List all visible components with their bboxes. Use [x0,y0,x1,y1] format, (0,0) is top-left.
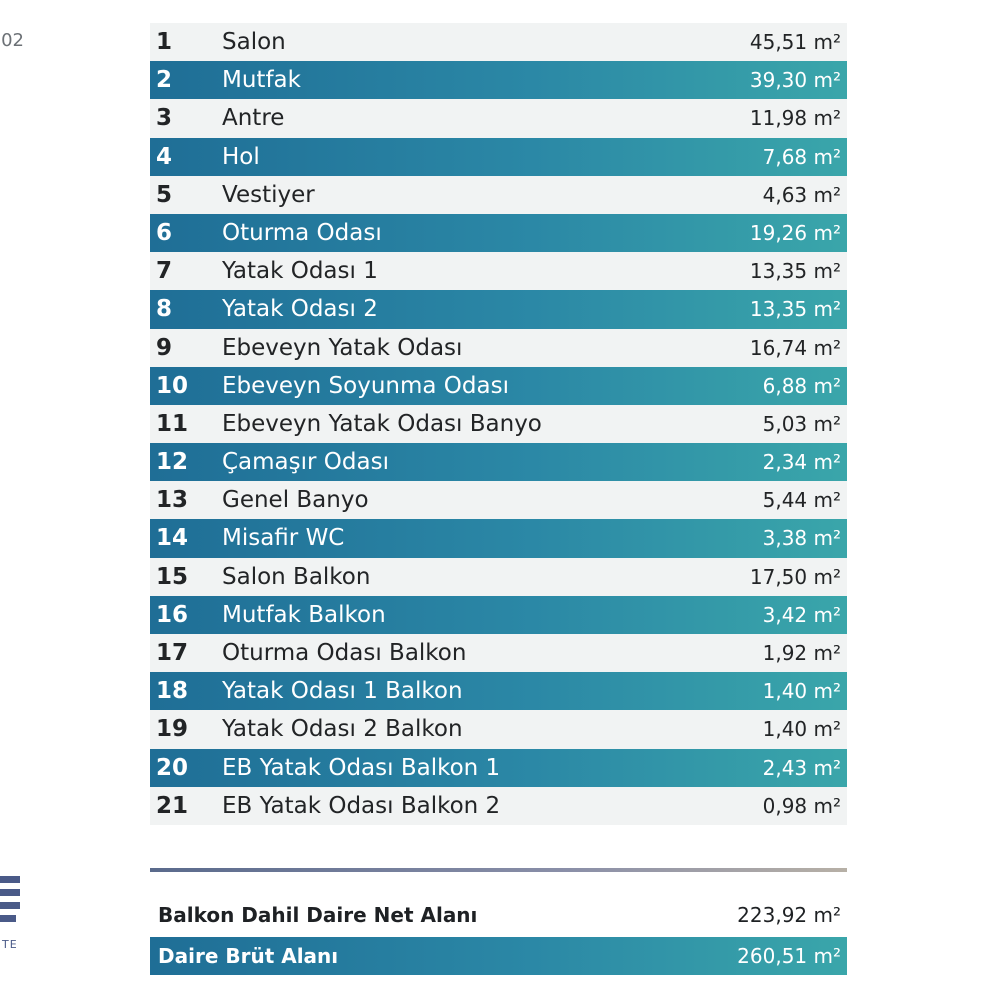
room-name: Ebeveyn Soyunma Odası [222,372,509,399]
room-number: 6 [156,219,173,246]
room-area: 1,40 m² [762,717,841,742]
table-row: 1 Salon 45,51 m² [150,23,847,62]
net-area-value: 223,92 m² [737,903,841,927]
room-number: 17 [156,640,189,666]
net-area-row: Balkon Dahil Daire Net Alanı 223,92 m² [150,896,847,934]
gross-area-value: 260,51 m² [737,944,841,968]
gross-area-label: Daire Brüt Alanı [158,944,339,968]
room-name: EB Yatak Odası Balkon 1 [222,754,501,781]
logo-bar [0,902,20,909]
logo-bar [0,889,20,896]
room-area-table: 1 Salon 45,51 m² 2 Mutfak 39,30 m² 3 Antre 11,… [150,23,847,825]
room-name: Çamaşır Odası [222,449,389,476]
logo-bar [0,876,20,883]
room-area: 3,42 m² [762,602,841,627]
room-number: 19 [156,716,189,743]
table-row: 15 Salon Balkon 17,50 m² [150,557,847,596]
room-name: Yatak Odası 1 Balkon [222,678,463,705]
room-area: 7,68 m² [762,144,841,169]
table-row: 2 Mutfak 39,30 m² [150,61,847,100]
room-number: 14 [156,525,189,552]
room-name: Misafir WC [222,525,345,552]
room-number: 10 [156,372,189,399]
room-area: 13,35 m² [749,297,841,322]
net-area-label: Balkon Dahil Daire Net Alanı [158,903,478,927]
room-name: Hol [222,143,260,170]
room-name: Salon Balkon [222,563,371,590]
room-number: 13 [156,487,189,514]
room-number: 12 [156,449,189,476]
room-area: 2,34 m² [762,450,841,475]
room-name: Vestiyer [222,181,315,208]
room-number: 9 [156,334,173,361]
room-area: 6,88 m² [762,373,841,398]
room-area: 19,26 m² [749,220,841,245]
room-number: 16 [156,601,189,628]
table-row: 7 Yatak Odası 1 13,35 m² [150,252,847,291]
room-area: 5,03 m² [762,411,841,436]
room-area: 11,98 m² [749,106,841,131]
page-code: 02 [1,30,24,51]
room-number: 5 [156,181,173,208]
table-row: 17 Oturma Odası Balkon 1,92 m² [150,634,847,673]
room-area: 17,50 m² [749,564,841,589]
table-row: 20 EB Yatak Odası Balkon 1 2,43 m² [150,748,847,787]
table-row: 9 Ebeveyn Yatak Odası 16,74 m² [150,328,847,367]
table-row: 8 Yatak Odası 2 13,35 m² [150,290,847,329]
table-row: 18 Yatak Odası 1 Balkon 1,40 m² [150,672,847,711]
room-name: Mutfak Balkon [222,601,386,628]
room-area: 1,40 m² [762,679,841,704]
room-name: Genel Banyo [222,487,369,514]
table-row: 14 Misafir WC 3,38 m² [150,519,847,558]
room-number: 3 [156,105,173,132]
table-row: 6 Oturma Odası 19,26 m² [150,213,847,253]
table-row: 10 Ebeveyn Soyunma Odası 6,88 m² [150,366,847,405]
room-area: 13,35 m² [749,259,841,284]
room-number: 20 [156,754,189,781]
table-row: 3 Antre 11,98 m² [150,99,847,138]
table-row: 19 Yatak Odası 2 Balkon 1,40 m² [150,710,847,749]
logo-bar [0,915,16,922]
table-row: 16 Mutfak Balkon 3,42 m² [150,595,847,634]
room-number: 8 [156,296,173,323]
room-name: Mutfak [222,67,301,94]
room-area: 2,43 m² [762,755,841,780]
room-number: 2 [156,67,173,94]
room-name: Antre [222,105,285,132]
brand-logo: TE [0,876,20,956]
summary-divider [150,868,847,872]
gross-area-row: Daire Brüt Alanı 260,51 m² [150,937,847,975]
room-area: 39,30 m² [749,68,841,93]
room-number: 4 [156,143,173,170]
room-name: Salon [222,29,286,55]
room-name: Yatak Odası 1 [222,258,378,285]
room-name: Ebeveyn Yatak Odası [222,334,463,361]
table-row: 4 Hol 7,68 m² [150,137,847,176]
table-row: 11 Ebeveyn Yatak Odası Banyo 5,03 m² [150,404,847,444]
room-number: 1 [156,29,173,55]
logo-text: TE [2,938,18,951]
room-name: Oturma Odası [222,219,382,246]
room-area: 16,74 m² [749,335,841,360]
room-area: 4,63 m² [762,182,841,207]
table-row: 21 EB Yatak Odası Balkon 2 0,98 m² [150,786,847,825]
table-row: 13 Genel Banyo 5,44 m² [150,481,847,520]
room-name: EB Yatak Odası Balkon 2 [222,792,501,819]
room-name: Yatak Odası 2 Balkon [222,716,463,743]
table-row: 5 Vestiyer 4,63 m² [150,175,847,214]
room-name: Oturma Odası Balkon [222,640,467,666]
room-name: Ebeveyn Yatak Odası Banyo [222,410,542,437]
room-name: Yatak Odası 2 [222,296,378,323]
room-area: 45,51 m² [749,30,841,54]
room-number: 18 [156,678,189,705]
room-number: 15 [156,563,189,590]
table-row: 12 Çamaşır Odası 2,34 m² [150,443,847,482]
room-number: 7 [156,258,173,285]
room-number: 11 [156,410,189,437]
room-area: 0,98 m² [762,793,841,818]
room-area: 3,38 m² [762,526,841,551]
room-area: 5,44 m² [762,488,841,513]
room-area: 1,92 m² [762,641,841,665]
room-number: 21 [156,792,189,819]
